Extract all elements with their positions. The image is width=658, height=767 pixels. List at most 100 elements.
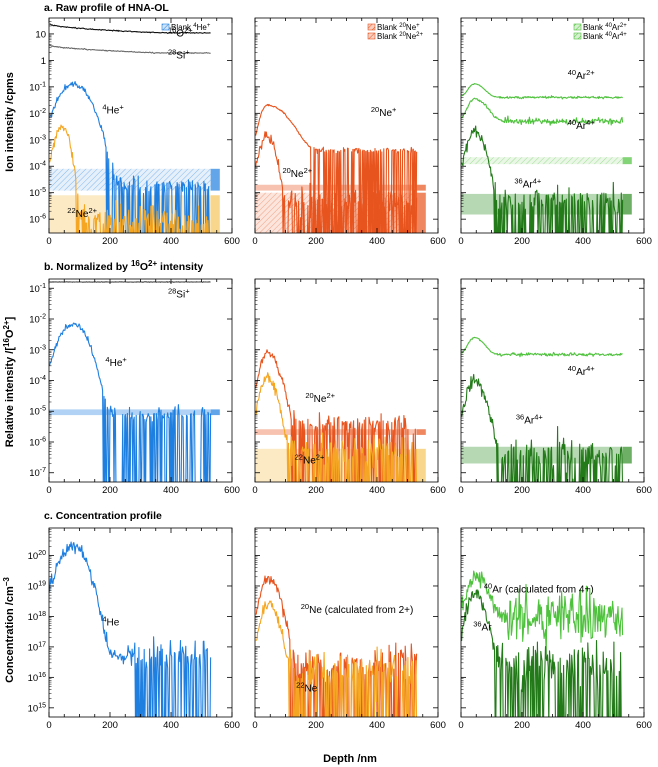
ytick-label-a1: 10-1	[29, 81, 46, 93]
series-a3-36Ar4+	[461, 125, 624, 233]
xtick-label-c3: 0	[458, 720, 463, 731]
xtick-label-b3: 600	[636, 485, 652, 496]
ytick-label-a1: 10-2	[29, 108, 46, 120]
series-c3-36Ar	[461, 589, 622, 717]
xtick-label-c1: 400	[163, 720, 179, 731]
annotation-a3-2: 36Ar4+	[514, 176, 542, 190]
xtick-label-a1: 600	[224, 236, 240, 247]
xtick-label-c1: 600	[224, 720, 240, 731]
ytick-label-a1: 10-4	[29, 161, 46, 173]
xtick-label-b1: 0	[46, 485, 51, 496]
series-b3-36Ar4+	[461, 373, 623, 482]
xtick-label-c3: 600	[636, 720, 652, 731]
ytick-label-c1: 1020	[28, 550, 46, 562]
blank-band-b2-0	[255, 429, 417, 435]
series-c3-40Ar	[461, 570, 624, 659]
legend-swatch-a3-0	[573, 23, 582, 31]
blank-marker-a2-1	[416, 192, 426, 233]
row-title-a: a. Raw profile of HNA-OL	[44, 2, 169, 14]
plot-area-a2	[255, 103, 426, 233]
xtick-label-b1: 600	[224, 485, 240, 496]
panel-b2: 0 200 400 600 20Ne2+ 22Ne2+	[252, 278, 446, 496]
xtick-label-c2: 0	[252, 720, 257, 731]
blank-band-a3-0	[461, 157, 623, 165]
series-a3-40Ar4+	[461, 97, 624, 126]
legend-label-a1-0: Blank 4He+	[171, 23, 211, 32]
annotation-a1-0: 16O2+	[168, 25, 193, 39]
ytick-label-a1: 10-3	[29, 134, 46, 146]
ytick-label-b1: 10-1	[29, 283, 46, 295]
ytick-label-a1: 10-5	[29, 187, 46, 199]
series-a1-28Si+	[49, 44, 211, 55]
plot-area-b1	[49, 281, 220, 482]
legend-label-a2-1: Blank 20Ne2+	[377, 32, 423, 41]
xtick-label-b1: 400	[163, 485, 179, 496]
panel-a2: 0 200 400 600 20Ne+ 20Ne2+ Blank 20Ne+Blank 20…	[252, 17, 446, 247]
xtick-label-b3: 200	[514, 485, 530, 496]
annotation-c2-0: 20Ne (calculated from 2+)	[301, 602, 414, 616]
ytick-label-b1: 10-4	[29, 375, 46, 387]
legend-swatch-a2-1	[367, 32, 376, 40]
xtick-label-b3: 0	[458, 485, 463, 496]
blank-marker-b2-0	[416, 429, 426, 435]
ylabel-b: Relative intensity /[16O2+]	[2, 316, 16, 447]
annotation-a1-3: 22Ne2+	[67, 206, 97, 220]
series-b1-4He+	[49, 322, 212, 482]
plot-area-c3	[461, 570, 624, 717]
blank-marker-a1-0	[210, 168, 220, 191]
series-a1-22Ne2+	[49, 124, 209, 233]
plot-area-c2	[255, 575, 418, 717]
ytick-label-b1: 10-3	[29, 344, 46, 356]
xtick-label-b3: 400	[575, 485, 591, 496]
annotation-a3-1: 40Ar4+	[568, 118, 596, 132]
xtick-label-b2: 200	[308, 485, 324, 496]
series-a1-16O2+	[49, 23, 211, 35]
annotation-a3-0: 40Ar2+	[568, 68, 596, 82]
ylabel-a: Ion intensity /cpms	[4, 72, 16, 172]
annotation-b1-1: 4He+	[105, 355, 127, 369]
annotation-b2-1: 22Ne2+	[295, 452, 325, 466]
xtick-label-a3: 200	[514, 236, 530, 247]
plot-area-c1	[49, 541, 212, 717]
xtick-label-a2: 200	[308, 236, 324, 247]
plot-area-b3	[461, 336, 632, 482]
xtick-label-c1: 0	[46, 720, 51, 731]
xtick-label-c2: 600	[430, 720, 446, 731]
blank-marker-b1-0	[210, 409, 220, 416]
panel-a3: 0 200 400 600 40Ar2+ 40Ar4+ 36Ar4+ Blank 40Ar2+…	[458, 17, 652, 247]
ytick-label-b1: 10-7	[29, 467, 46, 479]
annotation-a2-1: 20Ne2+	[282, 166, 312, 180]
xlabel: Depth /nm	[323, 753, 377, 765]
xtick-label-a3: 400	[575, 236, 591, 247]
annotation-a1-2: 4He+	[102, 102, 124, 116]
series-a2-20Ne2+	[255, 131, 418, 233]
panel-c2: 0 200 400 600 20Ne (calculated from 2+) 22Ne	[252, 527, 446, 731]
xtick-label-c3: 400	[575, 720, 591, 731]
annotation-b1-0: 28Si+	[168, 287, 190, 301]
xtick-label-c2: 400	[369, 720, 385, 731]
blank-marker-a1-1	[210, 195, 220, 233]
xtick-label-a2: 600	[430, 236, 446, 247]
panel-c1: 0 200 400 600 1020 1019 1018 1017 1016 1015 4He	[28, 527, 240, 731]
blank-marker-a3-0	[622, 157, 632, 165]
ytick-label-c1: 1017	[28, 641, 46, 653]
ytick-label-a1: 1	[41, 56, 46, 67]
xtick-label-c2: 200	[308, 720, 324, 731]
blank-marker-a3-1	[622, 193, 632, 215]
annotation-b3-0: 40Ar4+	[568, 364, 596, 378]
legend-label-a2-0: Blank 20Ne+	[377, 23, 420, 32]
blank-marker-b3-0	[622, 446, 632, 464]
ytick-label-c1: 1019	[28, 580, 46, 592]
plot-area-b2	[255, 349, 426, 482]
panel-a1: 0 200 400 600 10 1 10-1 10-2 10-3 10-4 10-5 10-6 16O…	[29, 17, 240, 247]
xtick-label-a1: 200	[102, 236, 118, 247]
xtick-label-a3: 0	[458, 236, 463, 247]
blank-marker-b2-1	[416, 448, 426, 482]
series-b3-40Ar4+	[461, 336, 623, 358]
xtick-label-c3: 200	[514, 720, 530, 731]
annotation-c2-1: 22Ne	[296, 680, 318, 694]
panel-b3: 0 200 400 600 40Ar4+ 36Ar4+	[458, 278, 652, 496]
ytick-label-a1: 10	[35, 29, 46, 40]
series-a2-20Ne+	[255, 103, 418, 233]
